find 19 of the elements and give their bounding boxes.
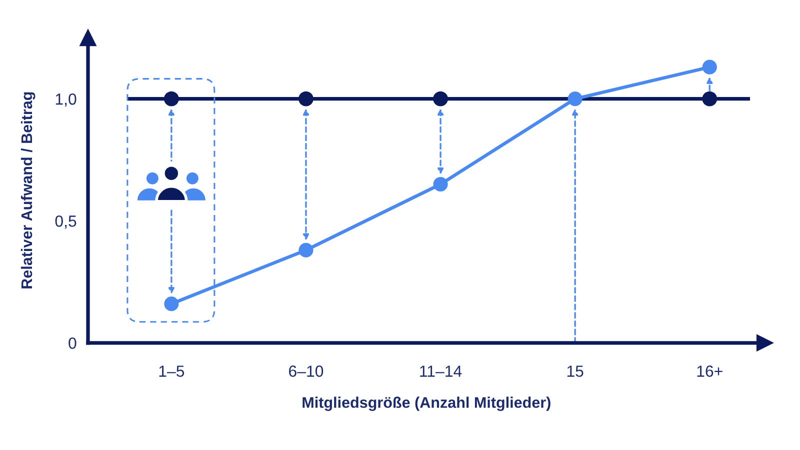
x-axis-title: Mitgliedsgröße (Anzahl Mitglieder) [302,396,550,411]
point [164,91,179,106]
x-tick-label: 16+ [697,366,722,377]
x-tick-label: 6–10 [289,366,324,377]
point [433,91,448,106]
x-tick-label: 11–14 [420,366,462,377]
y-tick-label: 0 [68,338,76,349]
x-tick-label: 1–5 [159,366,184,377]
x-tick-label: 15 [567,366,584,377]
point [702,60,717,74]
point [433,176,448,192]
point [568,92,582,106]
point [298,242,314,258]
point [298,91,314,106]
point [164,296,179,312]
point [702,91,718,106]
y-tick-label: 1,0 [56,93,76,107]
y-axis-title: Relativer Aufwand / Beitrag [20,92,36,288]
y-tick-label: 0,5 [55,215,76,229]
